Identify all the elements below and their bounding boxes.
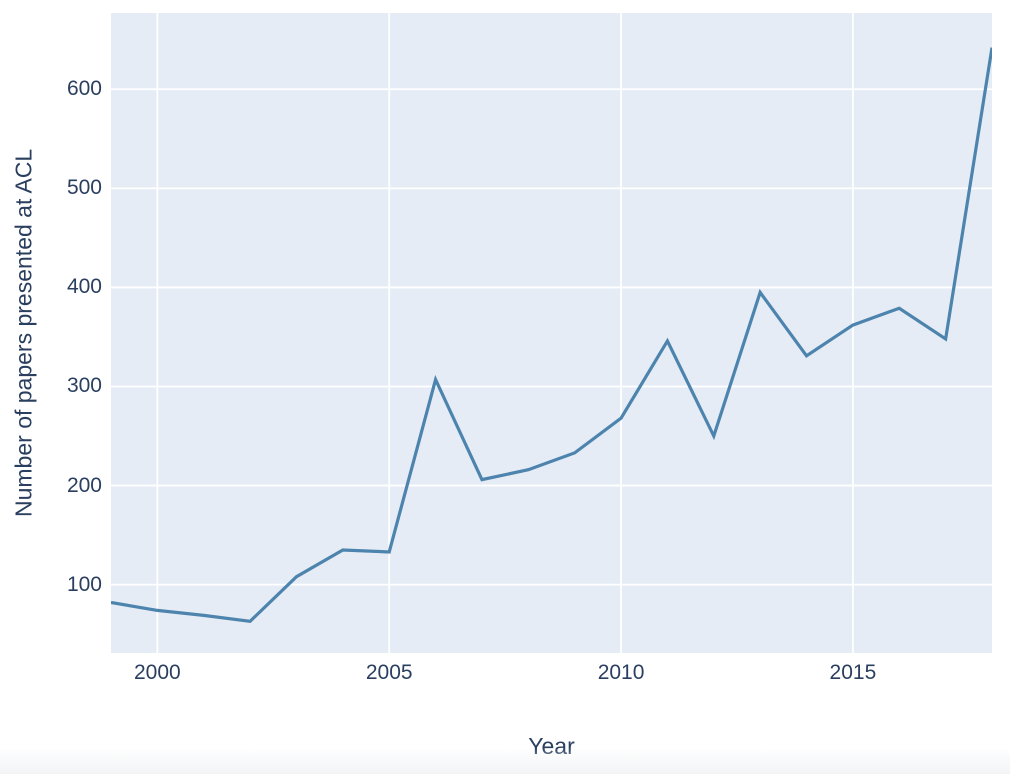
plot-area — [111, 13, 992, 653]
data-line — [111, 47, 992, 623]
x-tick-label: 2000 — [134, 661, 181, 684]
y-tick-label: 600 — [66, 77, 102, 101]
y-tick-label: 400 — [66, 275, 102, 299]
chart-canvas — [111, 13, 992, 653]
y-tick-label: 500 — [66, 176, 102, 200]
x-tick-label: 2015 — [829, 661, 877, 684]
y-axis-title: Number of papers presented at ACL — [10, 148, 37, 518]
y-tick-label: 300 — [66, 374, 102, 398]
bottom-fade-strip — [0, 748, 1010, 774]
x-tick-label: 2005 — [365, 661, 413, 684]
x-tick-label: 2010 — [597, 661, 645, 684]
y-tick-label: 200 — [66, 473, 102, 497]
y-tick-label: 100 — [66, 572, 102, 596]
